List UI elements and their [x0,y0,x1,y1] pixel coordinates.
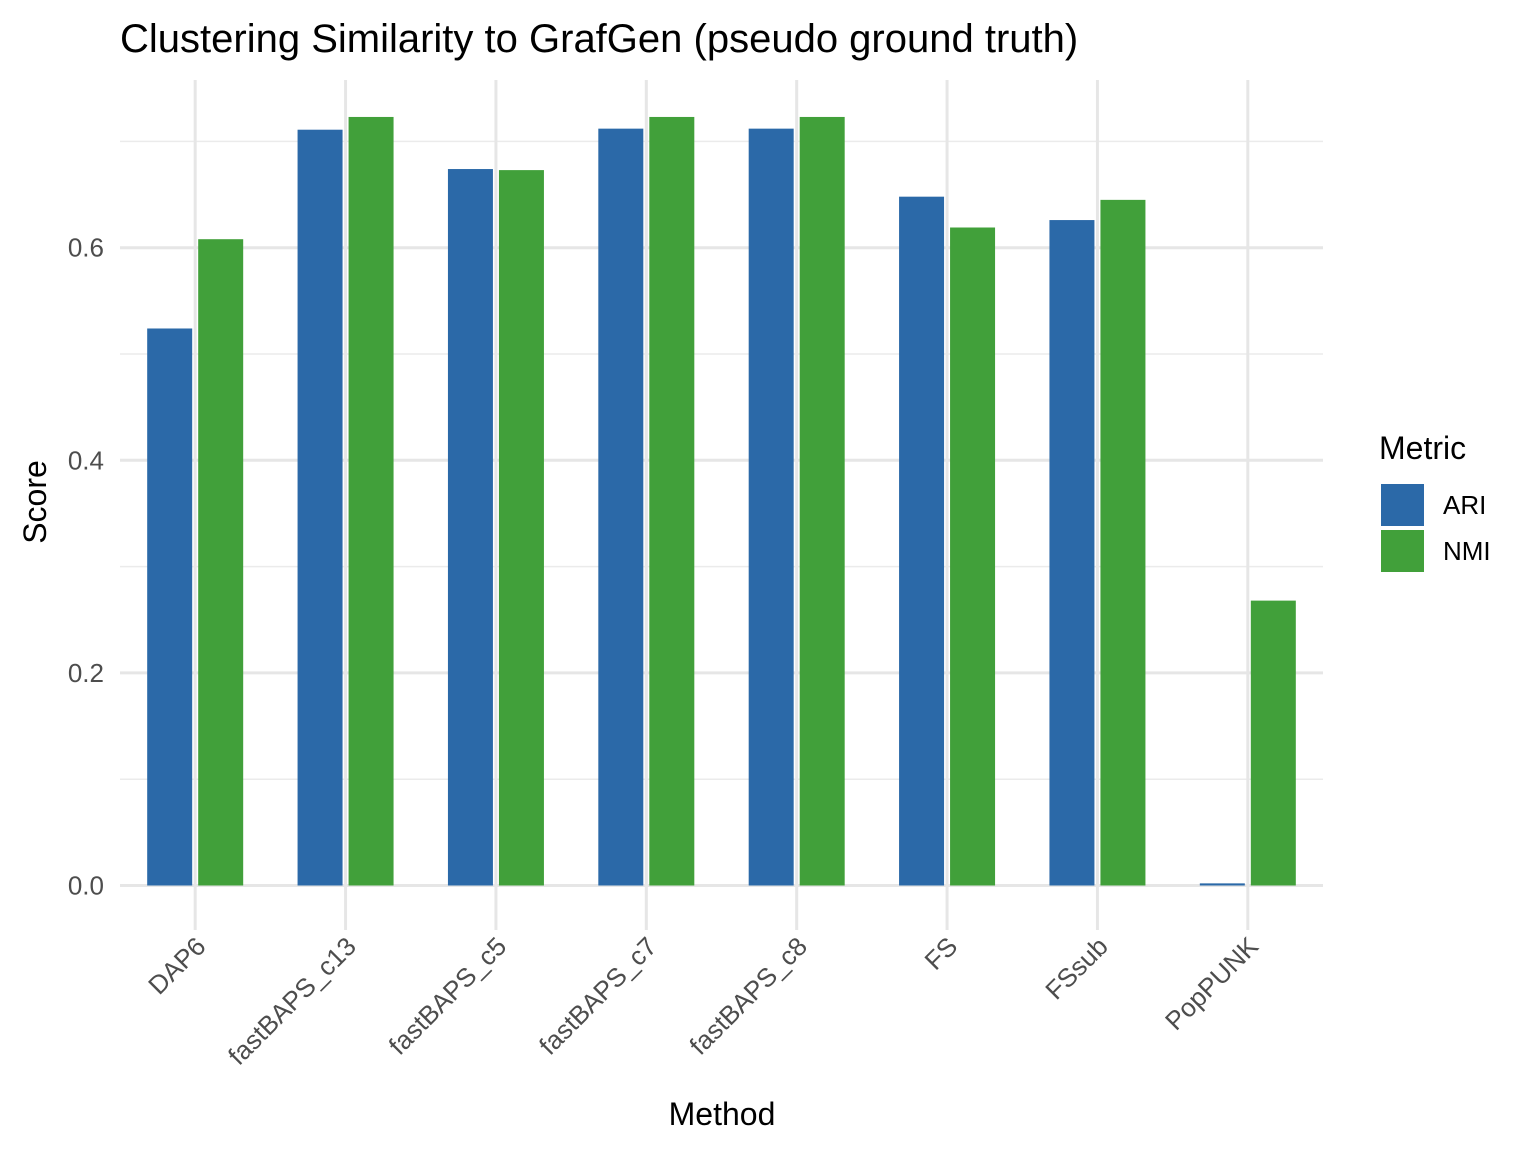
x-tick-label: fastBAPS_c7 [533,931,663,1061]
y-axis-ticks: 0.0 0.2 0.4 0.6 [68,233,104,901]
bars [147,116,1296,886]
x-tick-label: FSsub [1039,931,1113,1005]
bar-ari-poppunk [1199,883,1245,886]
bar-nmi-fastbaps-c5 [498,170,544,886]
bar-nmi-dap6 [198,239,244,886]
legend-title: Metric [1379,430,1466,466]
x-axis-ticks: DAP6 fastBAPS_c13 fastBAPS_c5 fastBAPS_c7 fa… [142,931,1264,1071]
y-tick-label: 0.4 [68,445,104,475]
bar-ari-fastbaps-c7 [598,128,644,886]
bar-ari-fs [899,196,945,886]
bar-ari-dap6 [147,328,193,886]
x-tick-label: FS [919,931,964,976]
y-tick-label: 0.2 [68,658,104,688]
bar-ari-fssub [1049,220,1095,886]
bar-ari-fastbaps-c5 [447,169,493,886]
x-tick-label: fastBAPS_c8 [683,931,813,1061]
bar-nmi-fastbaps-c13 [348,116,394,886]
y-tick-label: 0.0 [68,871,104,901]
bar-ari-fastbaps-c8 [748,128,794,886]
chart-title: Clustering Similarity to GrafGen (pseudo… [120,17,1078,61]
bar-nmi-fastbaps-c8 [799,116,845,886]
bar-nmi-poppunk [1250,600,1296,886]
x-axis-title: Method [669,1096,776,1132]
bar-ari-fastbaps-c13 [297,129,343,886]
legend-key-nmi [1381,530,1424,572]
y-axis-title: Score [17,460,53,544]
bar-nmi-fs [950,227,996,886]
legend-label-nmi: NMI [1443,536,1491,566]
x-tick-label: DAP6 [142,931,211,1000]
x-tick-label: fastBAPS_c13 [222,931,362,1071]
legend: Metric ARI NMI [1379,430,1491,572]
legend-label-ari: ARI [1443,490,1486,520]
x-tick-label: PopPUNK [1159,931,1264,1036]
y-tick-label: 0.6 [68,233,104,263]
legend-key-ari [1381,484,1424,526]
bar-nmi-fssub [1100,199,1146,886]
x-tick-label: fastBAPS_c5 [383,931,513,1061]
bar-nmi-fastbaps-c7 [649,116,695,886]
